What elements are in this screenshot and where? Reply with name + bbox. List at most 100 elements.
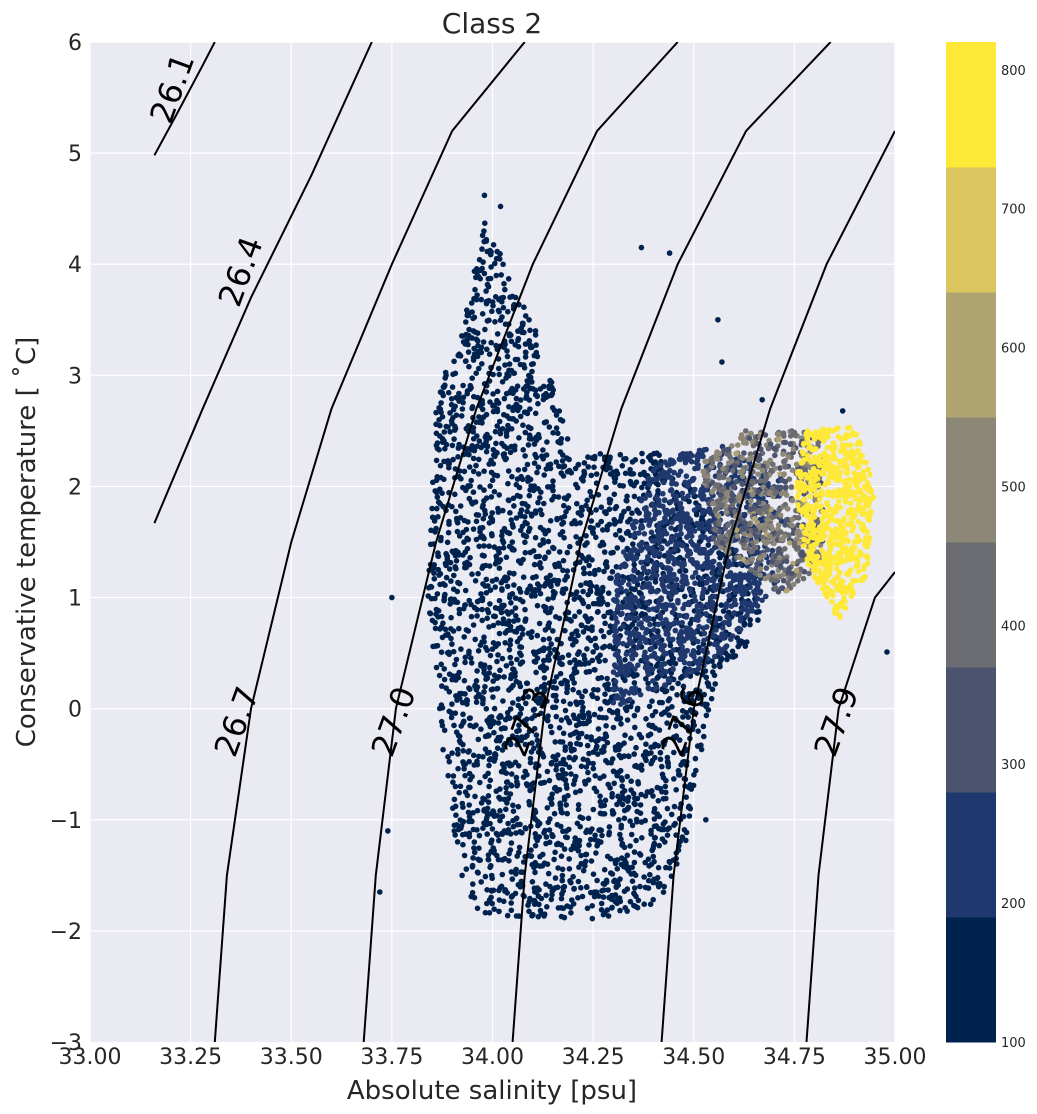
- scatter-point: [455, 751, 461, 757]
- scatter-point: [534, 393, 540, 400]
- scatter-point: [573, 729, 579, 735]
- scatter-point: [635, 662, 641, 668]
- scatter-point: [727, 529, 733, 535]
- scatter-point: [437, 626, 443, 632]
- scatter-point: [641, 567, 648, 574]
- scatter-point: [629, 653, 635, 659]
- scatter-point: [537, 495, 543, 501]
- scatter-point: [475, 471, 482, 477]
- scatter-point: [613, 685, 619, 691]
- scatter-point: [683, 524, 690, 530]
- scatter-point: [649, 698, 655, 704]
- scatter-point: [485, 583, 491, 589]
- scatter-point: [644, 557, 650, 564]
- scatter-point: [571, 886, 577, 892]
- scatter-point: [699, 489, 706, 496]
- scatter-point: [435, 514, 441, 520]
- scatter-point: [704, 473, 711, 480]
- scatter-point: [648, 750, 654, 756]
- scatter-point: [698, 576, 705, 582]
- scatter-point: [795, 545, 801, 551]
- scatter-point: [652, 686, 658, 692]
- scatter-point: [460, 484, 466, 491]
- scatter-point: [651, 809, 657, 815]
- scatter-point: [433, 442, 440, 449]
- scatter-point: [579, 815, 586, 821]
- scatter-point: [648, 760, 654, 767]
- scatter-point: [489, 510, 496, 516]
- scatter-point: [700, 534, 706, 541]
- scatter-point: [499, 532, 505, 539]
- scatter-point: [651, 503, 658, 509]
- scatter-point: [450, 648, 457, 655]
- scatter-point: [460, 720, 466, 726]
- scatter-point: [585, 591, 591, 598]
- scatter-point: [606, 707, 613, 714]
- scatter-point: [494, 388, 501, 395]
- scatter-point: [493, 788, 500, 794]
- scatter-point: [455, 765, 461, 772]
- scatter-point: [563, 802, 569, 808]
- scatter-point: [705, 536, 712, 543]
- scatter-point: [665, 706, 671, 712]
- scatter-point: [641, 874, 647, 880]
- scatter-point: [645, 476, 651, 482]
- scatter-point: [682, 568, 689, 574]
- scatter-point: [486, 910, 493, 916]
- scatter-point: [601, 887, 607, 893]
- scatter-point: [433, 611, 439, 617]
- scatter-point: [739, 455, 746, 462]
- scatter-point: [667, 487, 674, 494]
- scatter-point: [780, 451, 786, 457]
- scatter-point: [623, 497, 629, 504]
- scatter-point: [497, 426, 504, 433]
- scatter-point: [480, 795, 486, 802]
- scatter-point: [471, 839, 478, 845]
- scatter-point: [473, 536, 480, 543]
- scatter-point: [520, 774, 527, 780]
- scatter-point: [432, 595, 438, 602]
- scatter-point: [655, 488, 661, 494]
- scatter-point: [517, 527, 524, 534]
- scatter-point: [568, 910, 574, 916]
- scatter-point: [448, 396, 455, 402]
- scatter-point: [626, 636, 633, 642]
- scatter-point: [586, 562, 592, 569]
- scatter-point: [450, 456, 456, 463]
- scatter-point: [727, 573, 733, 579]
- scatter-point: [635, 897, 642, 904]
- scatter-point: [789, 522, 795, 529]
- scatter-point: [503, 433, 510, 439]
- scatter-point: [646, 481, 653, 488]
- scatter-point: [639, 767, 645, 773]
- scatter-point: [466, 833, 473, 840]
- scatter-point: [504, 353, 511, 360]
- scatter-point: [547, 572, 553, 579]
- scatter-point: [529, 587, 535, 593]
- scatter-point: [634, 795, 641, 802]
- scatter-point: [523, 825, 529, 832]
- scatter-point: [499, 655, 506, 662]
- scatter-point: [683, 794, 689, 800]
- scatter-point: [462, 358, 469, 365]
- scatter-point: [590, 530, 596, 536]
- scatter-point: [610, 724, 617, 731]
- scatter-point: [766, 490, 773, 497]
- scatter-point: [504, 709, 511, 716]
- scatter-point: [499, 831, 506, 837]
- scatter-point: [726, 617, 733, 623]
- scatter-point: [510, 808, 517, 814]
- scatter-point: [631, 561, 637, 568]
- scatter-point: [445, 631, 451, 637]
- scatter-point: [628, 778, 634, 784]
- scatter-point: [549, 892, 555, 898]
- scatter-point: [485, 733, 491, 739]
- scatter-point: [648, 827, 654, 834]
- scatter-point: [557, 416, 564, 423]
- scatter-point: [775, 522, 782, 528]
- scatter-point: [664, 541, 671, 547]
- scatter-point: [587, 570, 593, 577]
- scatter-point: [582, 858, 589, 865]
- scatter-point: [506, 361, 513, 367]
- scatter-point: [491, 705, 498, 712]
